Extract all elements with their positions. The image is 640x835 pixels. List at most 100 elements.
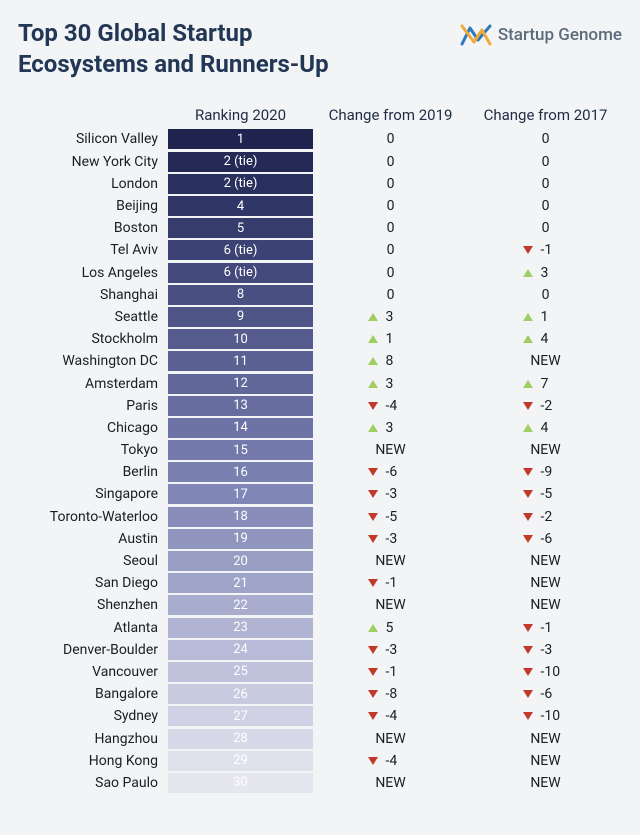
table-header: Ranking 2020 Change from 2019 Change fro… (18, 106, 622, 124)
change-2019: 0 (313, 131, 468, 147)
city-label: Atlanta (18, 620, 168, 636)
change-2017: 3 (468, 265, 623, 281)
change-2019: 3 (313, 309, 468, 325)
change-2019: NEW (313, 553, 468, 569)
arrow-down-icon (523, 535, 533, 543)
rank-cell: 16 (168, 462, 313, 482)
arrow-down-icon (523, 513, 533, 521)
rank-cell: 2 (tie) (168, 152, 313, 172)
rank-cell: 13 (168, 396, 313, 416)
change-2017: 4 (468, 331, 623, 347)
change-2017: NEW (468, 597, 623, 613)
change-2019: 0 (313, 154, 468, 170)
arrow-down-icon (368, 690, 378, 698)
change-2017: 0 (468, 220, 623, 236)
change-2019-value: 0 (387, 242, 395, 258)
change-2019: 8 (313, 353, 468, 369)
th-change-2017: Change from 2017 (468, 106, 623, 124)
arrow-down-icon (523, 624, 533, 632)
change-2019: 5 (313, 620, 468, 636)
rank-cell: 25 (168, 662, 313, 682)
change-2017-value: -9 (541, 464, 569, 480)
table-row: Los Angeles6 (tie)03 (18, 262, 622, 284)
change-2017: -6 (468, 531, 623, 547)
change-2017: NEW (468, 753, 623, 769)
arrow-down-icon (368, 646, 378, 654)
table-row: Atlanta235-1 (18, 617, 622, 639)
table-row: Singapore17-3-5 (18, 483, 622, 505)
city-label: Shanghai (18, 287, 168, 303)
change-2019: NEW (313, 597, 468, 613)
change-2019: -1 (313, 664, 468, 680)
arrow-down-icon (368, 668, 378, 676)
change-2019: NEW (313, 442, 468, 458)
city-label: Berlin (18, 464, 168, 480)
change-2019: -4 (313, 708, 468, 724)
change-2019-value: -1 (386, 664, 414, 680)
table-row: New York City2 (tie)00 (18, 151, 622, 173)
change-2019-value: -3 (386, 642, 414, 658)
change-2019-value: NEW (375, 731, 405, 747)
rank-cell: 6 (tie) (168, 263, 313, 283)
arrow-up-icon (523, 335, 533, 343)
change-2019: -5 (313, 509, 468, 525)
brand-logo-icon (460, 22, 492, 48)
change-2019-value: 0 (387, 176, 395, 192)
change-2019-value: -4 (386, 753, 414, 769)
city-label: Shenzhen (18, 597, 168, 613)
arrow-up-icon (368, 313, 378, 321)
change-2017: -10 (468, 664, 623, 680)
change-2019-value: 1 (386, 331, 414, 347)
change-2017-value: NEW (530, 753, 560, 769)
change-2017: -9 (468, 464, 623, 480)
table-row: London2 (tie)00 (18, 173, 622, 195)
arrow-down-icon (368, 468, 378, 476)
table-row: Chicago1434 (18, 417, 622, 439)
change-2019: 0 (313, 198, 468, 214)
table-row: Sao Paulo30NEWNEW (18, 772, 622, 794)
rank-cell: 26 (168, 684, 313, 704)
change-2019: -3 (313, 486, 468, 502)
change-2019-value: NEW (375, 775, 405, 791)
change-2017-value: 3 (541, 265, 569, 281)
rank-cell: 6 (tie) (168, 240, 313, 260)
rank-cell: 17 (168, 484, 313, 504)
table-row: Vancouver25-1-10 (18, 661, 622, 683)
change-2017: 0 (468, 287, 623, 303)
rank-cell: 29 (168, 751, 313, 771)
arrow-up-icon (523, 424, 533, 432)
arrow-down-icon (523, 690, 533, 698)
change-2017-value: 7 (541, 376, 569, 392)
change-2019: -3 (313, 531, 468, 547)
arrow-up-icon (368, 380, 378, 388)
arrow-down-icon (523, 712, 533, 720)
rank-cell: 4 (168, 196, 313, 216)
th-change-2019: Change from 2019 (313, 106, 468, 124)
rank-cell: 23 (168, 618, 313, 638)
change-2017: 0 (468, 198, 623, 214)
table-row: San Diego21-1NEW (18, 572, 622, 594)
arrow-down-icon (368, 712, 378, 720)
city-label: Tokyo (18, 442, 168, 458)
rank-cell: 30 (168, 773, 313, 793)
rank-cell: 18 (168, 507, 313, 527)
page-title: Top 30 Global Startup Ecosystems and Run… (18, 18, 378, 80)
table-row: Tel Aviv6 (tie) 0 -1 (18, 239, 622, 261)
arrow-down-icon (523, 668, 533, 676)
change-2019: 3 (313, 376, 468, 392)
table-row: Bangalore26-8-6 (18, 683, 622, 705)
change-2017: -10 (468, 708, 623, 724)
change-2017-value: -1 (541, 242, 569, 258)
th-rank: Ranking 2020 (168, 106, 313, 124)
table-row: Sydney27-4-10 (18, 705, 622, 727)
change-2017-value: NEW (530, 597, 560, 613)
table-row: Tokyo15NEWNEW (18, 439, 622, 461)
city-label: Tel Aviv (18, 242, 168, 258)
city-label: Sao Paulo (18, 775, 168, 791)
change-2017-value: 0 (542, 287, 550, 303)
table-row: Shanghai800 (18, 284, 622, 306)
arrow-up-icon (368, 357, 378, 365)
city-label: Toronto-Waterloo (18, 509, 168, 525)
brand: Startup Genome (460, 22, 622, 48)
change-2017: NEW (468, 353, 623, 369)
